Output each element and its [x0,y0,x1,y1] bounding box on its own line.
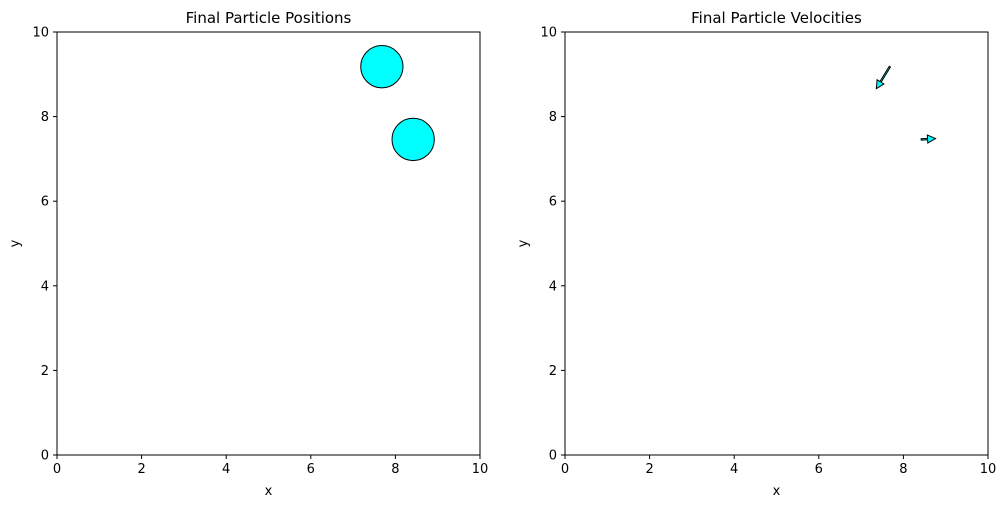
positions-y-tick-label: 2 [41,364,49,379]
positions-y-tick-label: 4 [41,279,49,294]
positions-x-tick-label: 0 [53,462,61,477]
positions-x-tick-label: 8 [391,462,399,477]
velocities-x-tick-label: 10 [980,462,997,477]
velocities-y-tick-label: 10 [540,26,557,41]
velocities-arrows [875,65,937,144]
velocities-y-tick-label: 0 [549,449,557,464]
velocities-y-axis-label: y [516,239,531,247]
positions-y-tick-label: 0 [41,449,49,464]
velocities-title: Final Particle Velocities [691,9,862,27]
positions-x-tick-label: 6 [307,462,315,477]
positions-x-tick-label: 10 [472,462,489,477]
positions-y-tick-label: 10 [32,26,49,41]
positions-x-tick-label: 4 [222,462,230,477]
velocities-x-tick-label: 2 [645,462,653,477]
velocities-x-tick-label: 8 [899,462,907,477]
velocities-x-tick-label: 0 [561,462,569,477]
velocities-x-tick-label: 4 [730,462,738,477]
positions-x-ticks: 0 2 4 6 8 10 [53,455,488,477]
velocity-arrow [920,134,937,144]
positions-y-tick-label: 6 [41,195,49,210]
positions-x-tick-label: 2 [137,462,145,477]
velocities-chart: 0 2 4 6 8 10 0 2 4 6 8 10 Final Particle Velocitie… [516,9,996,499]
velocities-x-tick-label: 6 [815,462,823,477]
velocities-y-tick-label: 8 [549,110,557,125]
positions-chart: 0 2 4 6 8 10 0 2 4 6 8 10 Final Particle Positions… [8,9,488,499]
particle-marker [391,117,435,162]
velocities-y-ticks: 0 2 4 6 8 10 [540,26,565,464]
velocities-plot-area [564,31,989,456]
velocity-arrow [875,65,892,90]
positions-plot-area [56,31,481,456]
positions-points [360,45,435,162]
positions-y-axis-label: y [8,239,23,247]
velocities-y-tick-label: 4 [549,279,557,294]
velocities-y-tick-label: 2 [549,364,557,379]
velocities-x-ticks: 0 2 4 6 8 10 [561,455,996,477]
positions-x-axis-label: x [265,484,273,499]
particle-marker [360,45,404,89]
velocities-x-axis-label: x [773,484,781,499]
velocities-y-tick-label: 6 [549,195,557,210]
positions-y-ticks: 0 2 4 6 8 10 [32,26,57,464]
positions-title: Final Particle Positions [186,9,352,27]
positions-y-tick-label: 8 [41,110,49,125]
